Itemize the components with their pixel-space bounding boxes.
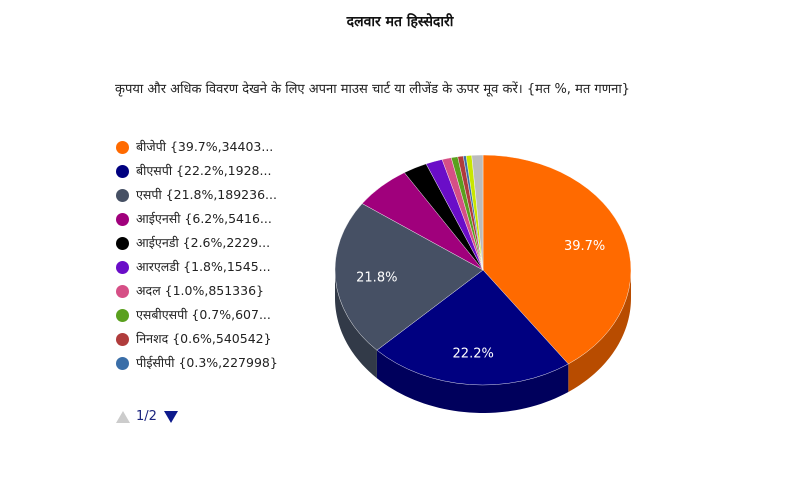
pie-slice-side (335, 270, 377, 379)
legend-item[interactable]: बीजेपी {39.7%,34403... (116, 138, 316, 162)
legend-swatch-icon (116, 261, 129, 274)
legend-swatch-icon (116, 237, 129, 250)
legend-swatch-icon (116, 285, 129, 298)
pager-next-arrow-icon[interactable] (164, 411, 178, 423)
legend-label: पीईसीपी {0.3%,227998} (136, 355, 278, 370)
slice-data-label: 39.7% (564, 239, 605, 254)
legend-item[interactable]: अदल {1.0%,851336} (116, 282, 316, 306)
legend-swatch-icon (116, 213, 129, 226)
legend-swatch-icon (116, 141, 129, 154)
legend-swatch-icon (116, 189, 129, 202)
chart-subtitle: कृपया और अधिक विवरण देखने के लिए अपना मा… (115, 82, 630, 97)
legend-label: एसपी {21.8%,189236... (136, 187, 277, 202)
legend-label: आरएलडी {1.8%,1545... (136, 259, 271, 274)
legend-item[interactable]: पीईसीपी {0.3%,227998} (116, 354, 316, 378)
pie-slice[interactable] (471, 154, 484, 271)
legend-item[interactable]: आरएलडी {1.8%,1545... (116, 258, 316, 282)
legend-label: बीजेपी {39.7%,34403... (136, 139, 274, 154)
pie-side-walls (335, 270, 631, 413)
legend-item[interactable]: आईएनडी {2.6%,2229... (116, 234, 316, 258)
legend: बीजेपी {39.7%,34403... बीएसपी {22.2%,1928… (116, 138, 316, 378)
legend-item[interactable]: बीएसपी {22.2%,1928... (116, 162, 316, 186)
pager-prev-arrow-icon[interactable] (116, 411, 130, 423)
pager-page-indicator: 1/2 (136, 409, 157, 424)
pie-slice-side (376, 350, 569, 413)
legend-label: एसबीएसपी {0.7%,607... (136, 307, 271, 322)
legend-label: अदल {1.0%,851336} (136, 283, 264, 298)
pie-slice[interactable] (376, 269, 569, 386)
legend-item[interactable]: निनशद {0.6%,540542} (116, 330, 316, 354)
legend-label: आईएनसी {6.2%,5416... (136, 211, 272, 226)
legend-item[interactable]: एसपी {21.8%,189236... (116, 186, 316, 210)
legend-swatch-icon (116, 333, 129, 346)
legend-swatch-icon (116, 357, 129, 370)
slice-data-label: 21.8% (356, 271, 397, 286)
pie-slice[interactable] (334, 203, 484, 351)
legend-label: निनशद {0.6%,540542} (136, 331, 272, 346)
legend-label: बीएसपी {22.2%,1928... (136, 163, 272, 178)
pie-slice-side (568, 270, 631, 392)
legend-swatch-icon (116, 165, 129, 178)
legend-swatch-icon (116, 309, 129, 322)
legend-label: आईएनडी {2.6%,2229... (136, 235, 271, 250)
legend-item[interactable]: एसबीएसपी {0.7%,607... (116, 306, 316, 330)
slice-data-label: 22.2% (453, 346, 494, 361)
legend-item[interactable]: आईएनसी {6.2%,5416... (116, 210, 316, 234)
chart-title: दलवार मत हिस्सेदारी (346, 14, 454, 30)
pie-slice[interactable] (482, 154, 632, 365)
pie-slices (334, 154, 632, 386)
